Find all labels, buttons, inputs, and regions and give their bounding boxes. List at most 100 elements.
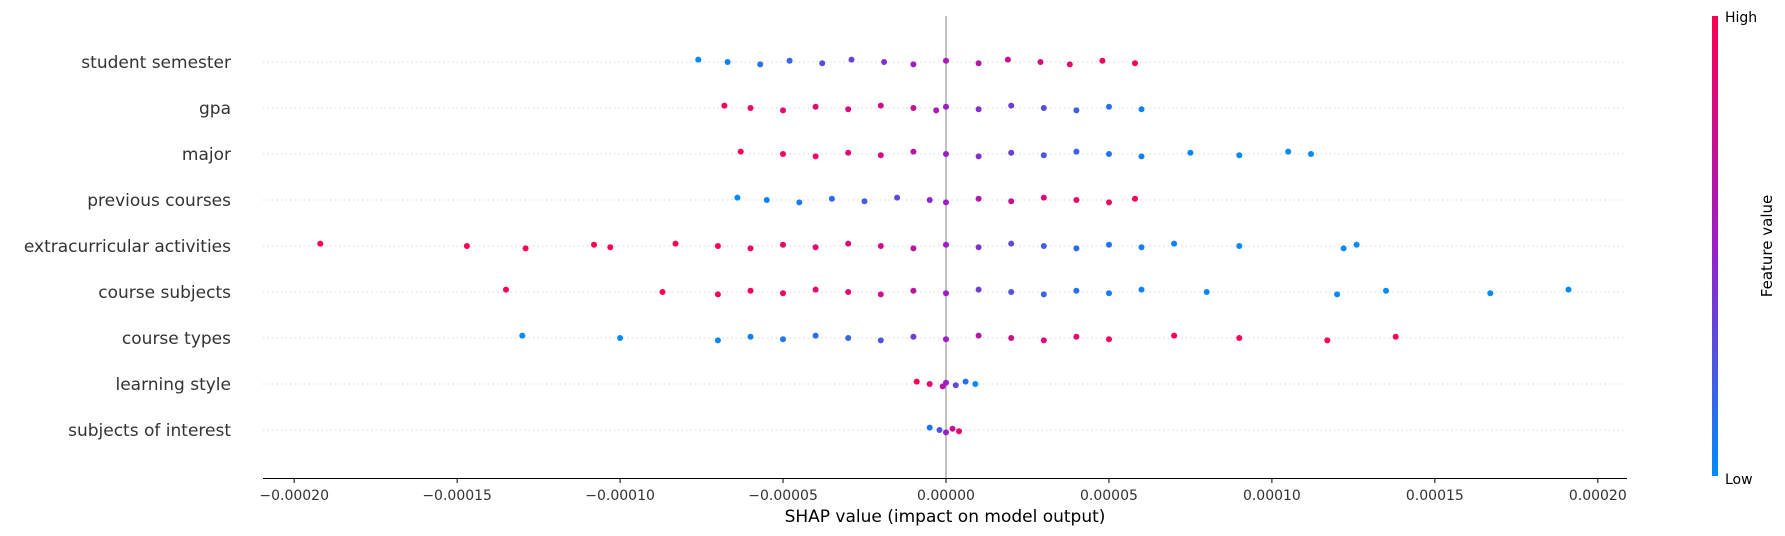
shap-point — [1106, 241, 1112, 248]
shap-point — [734, 194, 741, 201]
colorbar-high-label: High — [1725, 10, 1757, 26]
shap-point — [317, 240, 324, 247]
shap-point — [747, 287, 754, 294]
shap-point — [1236, 243, 1243, 249]
feature-label: student semester — [81, 53, 231, 73]
shap-point — [1236, 335, 1243, 341]
shap-point — [975, 153, 982, 160]
shap-point — [724, 59, 731, 65]
shap-point — [695, 56, 702, 63]
shap-point — [910, 105, 917, 111]
feature-label: course subjects — [98, 283, 231, 303]
shap-point — [949, 425, 956, 432]
shap-point — [1040, 194, 1047, 201]
shap-point — [933, 107, 940, 114]
shap-point — [1099, 57, 1106, 64]
shap-point — [812, 332, 819, 339]
shap-point — [591, 241, 597, 248]
shap-point — [659, 289, 666, 295]
shap-point — [877, 337, 884, 344]
shap-point — [1073, 197, 1080, 203]
shap-point — [1138, 244, 1145, 251]
feature-label: gpa — [199, 99, 231, 119]
shap-point — [962, 378, 969, 385]
x-tick-label: 0.00005 — [1080, 488, 1138, 504]
shap-point — [910, 148, 917, 155]
shap-point — [877, 291, 884, 298]
shap-point — [1203, 289, 1210, 295]
shap-point — [910, 245, 917, 252]
shap-point — [1132, 60, 1138, 67]
x-tick-label: 0.00000 — [917, 488, 975, 504]
shap-point — [1138, 286, 1145, 293]
shap-point — [503, 286, 509, 293]
shap-point — [1073, 148, 1080, 155]
shap-point — [943, 57, 949, 64]
x-tick-label: −0.00005 — [748, 488, 818, 504]
shap-point — [1106, 103, 1112, 110]
shap-point — [1040, 105, 1047, 111]
shap-point — [1008, 335, 1015, 341]
shap-point — [1106, 336, 1112, 343]
shap-point — [936, 427, 943, 433]
shap-point — [943, 429, 949, 436]
feature-label: extracurricular activities — [24, 237, 231, 257]
shap-point — [1171, 240, 1178, 247]
shap-point — [786, 57, 793, 64]
shap-point — [848, 56, 855, 63]
shap-point — [926, 381, 933, 387]
shap-point — [1171, 332, 1178, 339]
shap-point — [943, 103, 949, 110]
shap-point — [1285, 148, 1292, 155]
shap-point — [1392, 333, 1399, 340]
shap-point — [943, 241, 949, 248]
shap-point — [975, 286, 982, 293]
shap-point — [1008, 240, 1015, 247]
shap-point — [1353, 241, 1360, 248]
shap-point — [845, 289, 852, 295]
shap-point — [1308, 151, 1314, 157]
shap-point — [1073, 287, 1080, 294]
shap-point — [975, 244, 982, 251]
shap-point — [943, 199, 949, 206]
shap-point — [975, 332, 982, 339]
shap-point — [757, 61, 764, 68]
shap-point — [812, 244, 819, 251]
shap-point — [1073, 333, 1080, 340]
shap-point — [972, 381, 979, 387]
shap-point — [819, 60, 826, 67]
shap-point — [845, 149, 852, 156]
shap-point — [780, 241, 786, 248]
shap-point — [1037, 59, 1044, 65]
shap-point — [780, 107, 786, 114]
shap-point — [737, 148, 744, 155]
shap-point — [877, 152, 884, 159]
shap-point — [1334, 291, 1341, 298]
shap-point — [747, 245, 754, 252]
colorbar-gradient — [1712, 16, 1718, 476]
shap-point — [1040, 243, 1047, 249]
shap-point — [780, 151, 786, 157]
shap-point — [522, 245, 529, 252]
shap-point — [519, 332, 526, 339]
shap-point — [763, 197, 770, 203]
shap-point — [812, 103, 819, 110]
shap-point — [845, 335, 852, 341]
shap-point — [877, 243, 884, 249]
shap-point — [1340, 245, 1347, 252]
shap-point — [910, 61, 917, 68]
shap-point — [617, 335, 624, 341]
shap-point — [861, 198, 868, 205]
shap-point — [1236, 152, 1243, 159]
colorbar-low-label: Low — [1725, 472, 1753, 488]
shap-point — [1008, 149, 1015, 156]
shap-point — [975, 60, 982, 67]
shap-point — [943, 379, 949, 386]
shap-point — [780, 336, 786, 343]
shap-point — [1106, 151, 1112, 157]
shap-point — [1008, 289, 1015, 295]
feature-labels: student semester gpa major previous courses… — [24, 53, 231, 441]
feature-label: major — [182, 145, 231, 165]
shap-point — [607, 244, 614, 251]
shap-point — [672, 240, 679, 247]
